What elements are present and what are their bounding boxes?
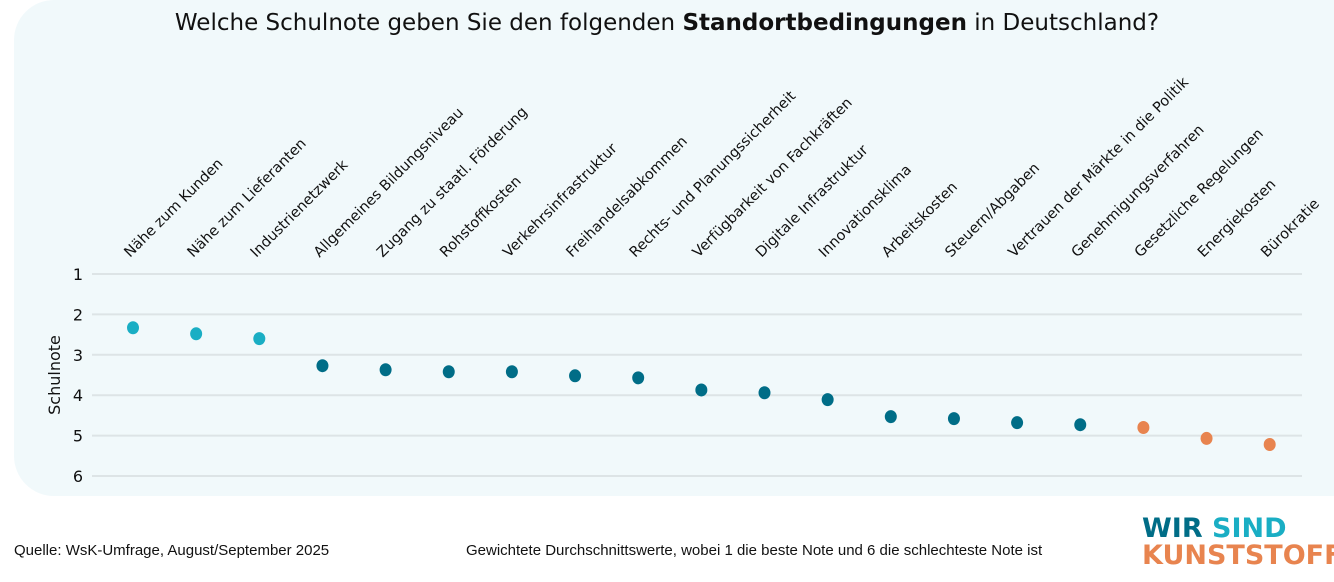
title-text-end: in Deutschland?	[966, 10, 1160, 36]
logo-word-2: SIND	[1212, 513, 1287, 544]
chart-panel	[14, 0, 1334, 496]
x-tick-label: Digitale Infrastruktur	[753, 142, 872, 261]
data-point	[758, 386, 771, 400]
y-tick-label: 3	[73, 346, 83, 365]
chart-title: Welche Schulnote geben Sie den folgenden…	[0, 10, 1334, 36]
source-note: Quelle: WsK-Umfrage, August/September 20…	[14, 542, 330, 559]
data-point	[947, 412, 960, 426]
y-tick-label: 4	[73, 386, 83, 405]
data-point	[1263, 437, 1276, 451]
data-point	[632, 371, 645, 385]
y-axis-label: Schulnote	[45, 335, 64, 415]
data-point	[1137, 421, 1150, 435]
data-point	[1074, 418, 1087, 432]
data-point	[379, 363, 392, 377]
data-point	[316, 359, 329, 373]
x-tick-label: Bürokratie	[1258, 196, 1323, 261]
data-point	[127, 321, 139, 335]
x-tick-label: Verkehrsinfrastruktur	[500, 141, 620, 261]
data-point	[1200, 431, 1213, 445]
title-bold-text: Standortbedingungen	[682, 10, 967, 36]
data-point	[884, 410, 897, 424]
logo-word-1: WIR	[1142, 513, 1203, 544]
x-tick-label: Gesetzliche Regelungen	[1132, 126, 1267, 261]
data-point	[253, 332, 266, 346]
y-tick-label: 1	[73, 265, 83, 284]
data-point	[190, 327, 203, 341]
logo: WIR SIND KUNSTSTOFF	[1142, 515, 1334, 569]
data-point	[505, 365, 518, 379]
y-tick-label: 2	[73, 305, 83, 324]
footnote: Gewichtete Durchschnittswerte, wobei 1 d…	[466, 542, 1043, 559]
x-tick-label: Genehmigungsverfahren	[1069, 122, 1208, 261]
x-tick-label: Freihandelsabkommen	[564, 134, 691, 261]
y-tick-label: 6	[73, 467, 83, 486]
title-text: Welche Schulnote geben Sie den folgenden	[174, 10, 683, 36]
logo-word-3: KUNSTSTOFF	[1142, 540, 1334, 571]
data-point	[821, 393, 834, 407]
x-tick-label: Nähe zum Lieferanten	[185, 136, 310, 261]
data-point	[442, 365, 455, 379]
data-point	[569, 369, 582, 383]
data-point	[695, 383, 708, 397]
y-tick-label: 5	[73, 427, 83, 446]
data-point	[1011, 416, 1024, 430]
